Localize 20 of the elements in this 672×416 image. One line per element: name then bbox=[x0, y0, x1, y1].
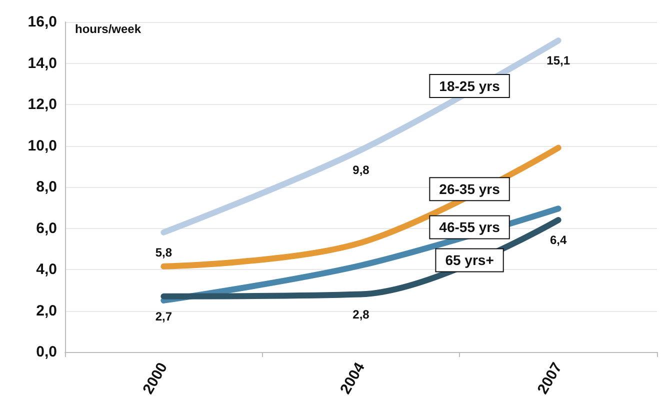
data-label: 2,8 bbox=[352, 307, 370, 322]
data-label: 5,8 bbox=[155, 245, 172, 260]
y-tick-label: 0,0 bbox=[36, 344, 57, 360]
y-tick-label: 14,0 bbox=[28, 54, 57, 72]
series-label: 46-55 yrs bbox=[439, 219, 500, 236]
y-axis-title: hours/week bbox=[75, 22, 142, 36]
data-label: 2,7 bbox=[155, 309, 172, 324]
series-label: 18-25 yrs bbox=[439, 78, 500, 94]
data-label: 9,8 bbox=[352, 162, 370, 177]
y-tick-label: 4,0 bbox=[36, 261, 57, 278]
series-label: 26-35 yrs bbox=[439, 181, 500, 198]
data-label: 6,4 bbox=[550, 233, 567, 247]
y-tick-label: 8,0 bbox=[36, 178, 57, 196]
y-tick-label: 12,0 bbox=[28, 96, 57, 113]
y-tick-label: 10,0 bbox=[28, 137, 57, 154]
series-label: 65 yrs+ bbox=[445, 252, 494, 268]
data-label: 15,1 bbox=[546, 54, 570, 68]
y-tick-label: 16,0 bbox=[28, 14, 57, 30]
y-tick-label: 6,0 bbox=[36, 220, 57, 237]
y-tick-label: 2,0 bbox=[36, 302, 57, 320]
